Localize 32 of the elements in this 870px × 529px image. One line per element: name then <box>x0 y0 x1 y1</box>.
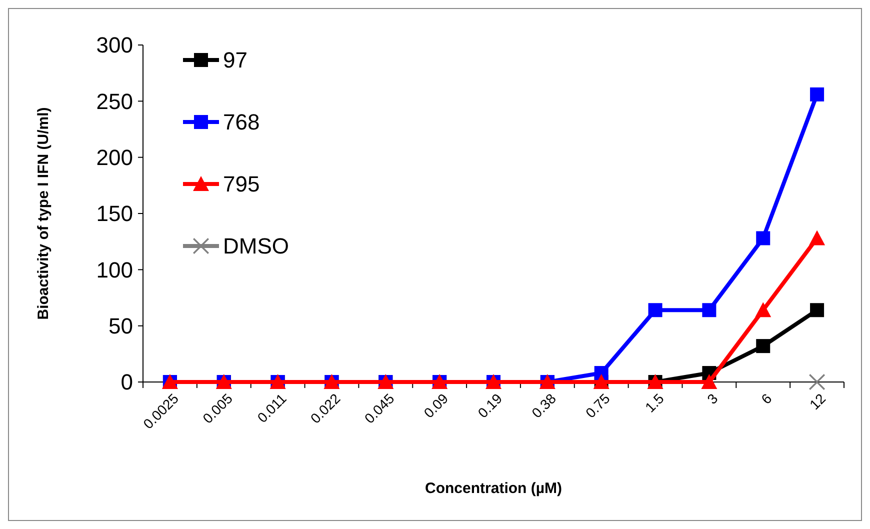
legend-label: 795 <box>223 172 260 197</box>
point <box>702 303 716 318</box>
x-tick-label: 0.19 <box>474 390 506 421</box>
x-tick-label: 1.5 <box>642 390 667 416</box>
x-tick-label: 0.38 <box>528 390 560 421</box>
point <box>648 303 662 318</box>
point <box>756 231 770 246</box>
point <box>594 366 608 380</box>
x-tick-label: 3 <box>704 390 721 408</box>
x-axis-title: Concentration (µM) <box>425 480 562 497</box>
point <box>755 302 772 318</box>
y-tick-label: 50 <box>108 314 133 339</box>
point <box>701 374 718 389</box>
point <box>809 230 826 246</box>
legend-label: DMSO <box>223 234 289 259</box>
legend-label: 97 <box>223 48 248 73</box>
point <box>810 303 824 318</box>
x-tick-label: 0.75 <box>582 390 614 421</box>
point <box>809 374 826 390</box>
point <box>756 339 770 354</box>
y-tick-label: 250 <box>96 88 133 114</box>
y-tick-label: 300 <box>96 32 133 58</box>
y-tick-label: 200 <box>96 145 133 170</box>
x-tick-label: 6 <box>758 390 775 408</box>
x-tick-label: 12 <box>806 390 829 413</box>
point <box>810 87 824 102</box>
legend-label: 768 <box>223 110 260 135</box>
y-tick-label: 100 <box>96 257 133 282</box>
x-tick-label: 0.09 <box>420 390 452 421</box>
y-tick-label: 0 <box>120 370 133 395</box>
y-tick-label: 150 <box>96 201 133 226</box>
y-axis-title: Bioactivity of type I IFN (U/ml) <box>35 107 52 320</box>
